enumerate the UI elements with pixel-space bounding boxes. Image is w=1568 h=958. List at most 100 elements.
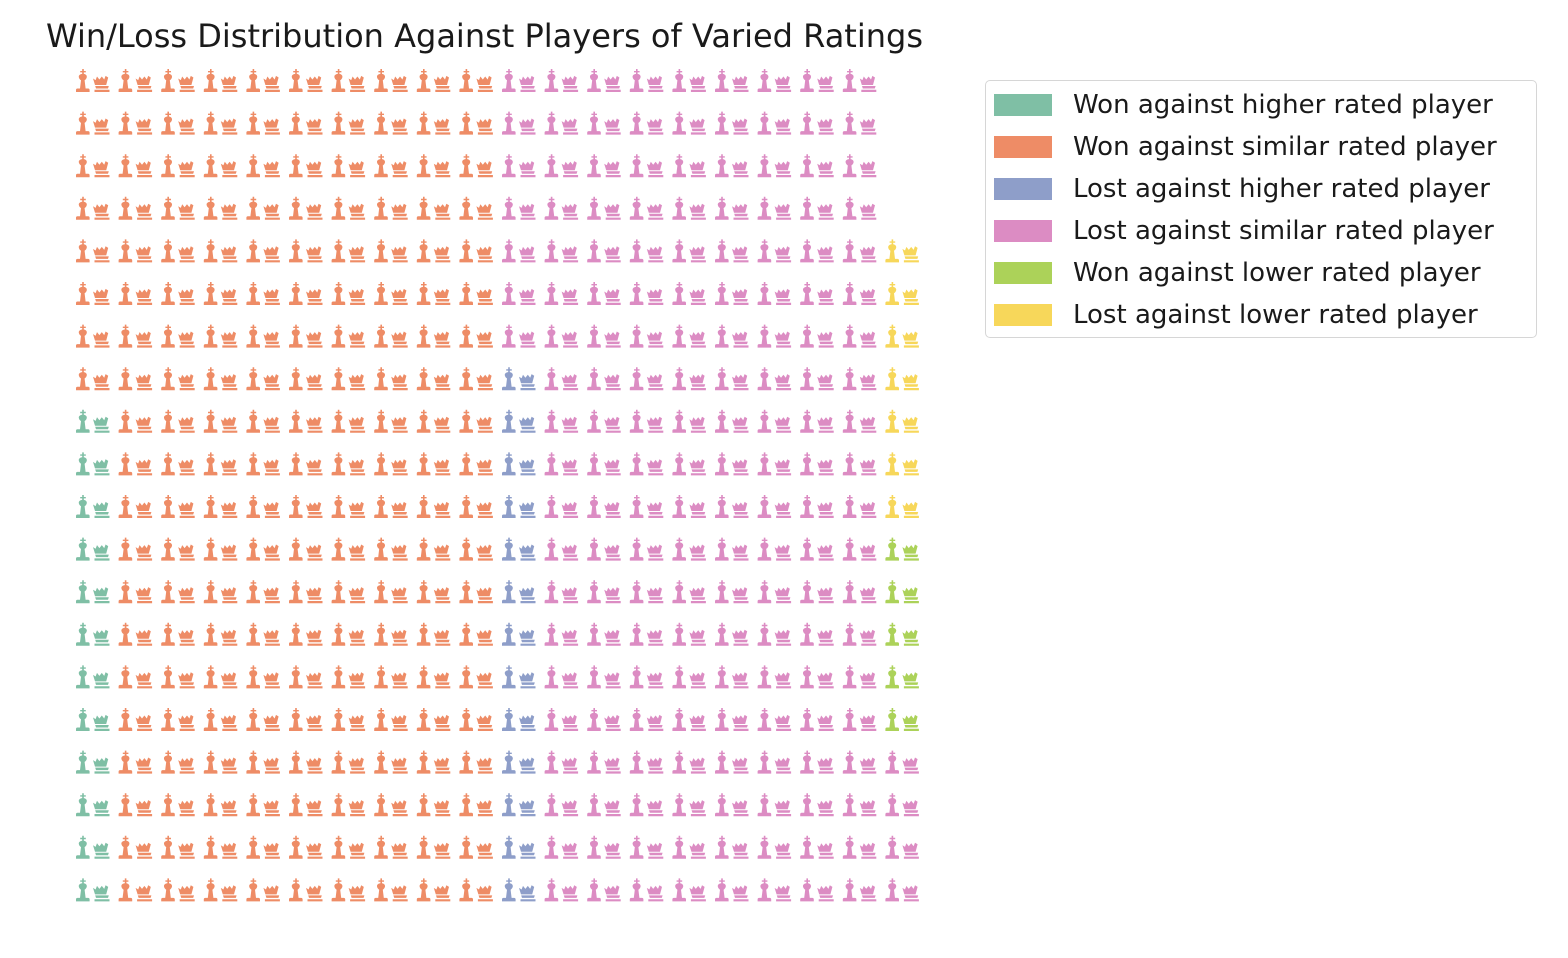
waffle-cell xyxy=(629,367,664,391)
king-icon xyxy=(800,69,814,92)
waffle-cell xyxy=(459,324,493,348)
waffle-cell xyxy=(672,324,706,348)
waffle-cell xyxy=(203,452,238,476)
queen-icon xyxy=(263,288,280,305)
king-icon xyxy=(757,708,772,731)
waffle-cell xyxy=(203,324,238,348)
waffle-cell xyxy=(842,409,877,433)
king-icon xyxy=(502,665,516,689)
queen-icon xyxy=(817,587,834,604)
king-icon xyxy=(629,835,644,859)
king-icon xyxy=(203,750,218,774)
king-icon xyxy=(587,708,601,731)
king-icon xyxy=(118,196,133,220)
queen-icon xyxy=(348,374,366,391)
queen-icon xyxy=(178,714,195,731)
waffle-cell xyxy=(76,835,110,859)
waffle-cell xyxy=(416,835,451,859)
king-icon xyxy=(331,708,346,731)
king-icon xyxy=(757,409,772,433)
waffle-cell xyxy=(76,878,110,902)
queen-icon xyxy=(817,374,834,391)
waffle-cell xyxy=(544,708,579,731)
king-icon xyxy=(885,282,899,305)
queen-icon xyxy=(348,714,366,731)
queen-icon xyxy=(476,757,493,774)
waffle-cell xyxy=(800,324,834,348)
king-icon xyxy=(800,878,814,902)
waffle-cell xyxy=(289,69,323,92)
king-icon xyxy=(459,835,473,859)
waffle-cell xyxy=(715,409,749,433)
king-icon xyxy=(842,878,857,902)
queen-icon xyxy=(178,800,195,817)
waffle-cell xyxy=(885,750,919,774)
queen-icon xyxy=(306,672,323,689)
king-icon xyxy=(374,111,388,135)
queen-icon xyxy=(306,459,323,476)
waffle-cell xyxy=(459,111,493,135)
waffle-cell xyxy=(672,196,706,220)
queen-icon xyxy=(93,587,110,604)
king-icon xyxy=(118,622,133,646)
king-icon xyxy=(672,622,686,646)
queen-icon xyxy=(263,800,280,817)
waffle-cell xyxy=(459,367,493,391)
queen-icon xyxy=(93,501,110,518)
waffle-cell xyxy=(672,708,706,731)
king-icon xyxy=(672,878,686,902)
queen-icon xyxy=(604,288,621,305)
queen-icon xyxy=(604,587,621,604)
waffle-cell xyxy=(289,282,323,305)
king-icon xyxy=(246,750,260,774)
waffle-cell xyxy=(118,324,153,348)
queen-icon xyxy=(561,714,579,731)
queen-icon xyxy=(604,501,621,518)
waffle-cell xyxy=(502,154,536,178)
waffle-cell xyxy=(629,452,664,476)
king-icon xyxy=(161,878,175,902)
king-icon xyxy=(203,708,218,731)
queen-icon xyxy=(220,629,238,646)
waffle-cell xyxy=(246,793,280,817)
king-icon xyxy=(374,239,388,263)
king-icon xyxy=(629,750,644,774)
queen-icon xyxy=(519,75,536,92)
waffle-cell xyxy=(118,409,153,433)
king-icon xyxy=(885,750,899,774)
king-icon xyxy=(544,239,559,263)
waffle-cell xyxy=(161,324,195,348)
waffle-cell xyxy=(544,878,579,902)
waffle-cell xyxy=(416,69,451,92)
queen-icon xyxy=(93,672,110,689)
waffle-cell xyxy=(800,111,834,135)
king-icon xyxy=(715,580,729,604)
king-icon xyxy=(715,622,729,646)
queen-icon xyxy=(306,587,323,604)
king-icon xyxy=(544,409,559,433)
queen-icon xyxy=(220,374,238,391)
king-icon xyxy=(76,111,90,135)
waffle-cell xyxy=(544,622,579,646)
waffle-cell xyxy=(161,367,195,391)
queen-icon xyxy=(689,629,706,646)
queen-icon xyxy=(135,800,153,817)
queen-icon xyxy=(689,459,706,476)
queen-icon xyxy=(859,800,877,817)
queen-icon xyxy=(391,459,408,476)
queen-icon xyxy=(263,587,280,604)
waffle-cell xyxy=(331,196,366,220)
queen-icon xyxy=(817,544,834,561)
king-icon xyxy=(203,622,218,646)
waffle-cell xyxy=(246,69,280,92)
waffle-cell xyxy=(118,452,153,476)
king-icon xyxy=(246,495,260,518)
king-icon xyxy=(203,835,218,859)
legend-label: Lost against similar rated player xyxy=(1073,216,1494,246)
queen-icon xyxy=(689,161,706,178)
waffle-cell xyxy=(885,665,919,689)
waffle-cell xyxy=(544,409,579,433)
waffle-cell xyxy=(672,282,706,305)
king-icon xyxy=(203,239,218,263)
waffle-cell xyxy=(459,69,493,92)
